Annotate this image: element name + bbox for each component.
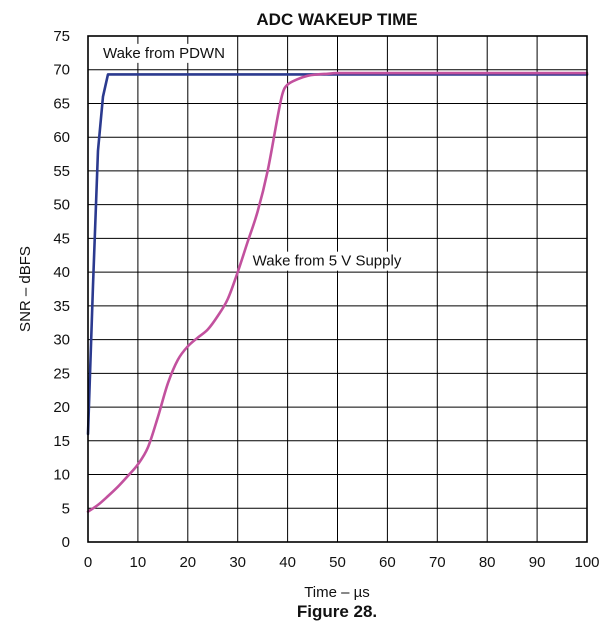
y-tick-label: 55 — [53, 163, 70, 180]
x-tick-label: 0 — [84, 554, 92, 571]
x-tick-label: 90 — [529, 554, 546, 571]
x-tick-label: 60 — [379, 554, 396, 571]
y-tick-label: 35 — [53, 298, 70, 315]
x-tick-label: 40 — [279, 554, 296, 571]
x-tick-labels: 0 10 20 30 40 50 60 70 80 90 100 — [84, 554, 600, 571]
y-tick-label: 60 — [53, 129, 70, 146]
series-line-2 — [86, 71, 589, 513]
y-tick-label: 50 — [53, 197, 70, 214]
x-tick-label: 10 — [130, 554, 147, 571]
y-tick-label: 65 — [53, 95, 70, 112]
chart-title: ADC WAKEUP TIME — [256, 10, 417, 29]
annotation-background — [249, 251, 405, 271]
y-tick-label: 70 — [53, 62, 70, 79]
x-axis-label: Time – µs — [304, 584, 370, 601]
figure-caption: Figure 28. — [297, 602, 377, 621]
x-tick-label: 20 — [179, 554, 196, 571]
series-layer — [86, 71, 589, 513]
y-tick-label: 20 — [53, 399, 70, 416]
y-tick-label: 25 — [53, 365, 70, 382]
annotation-label-2: Wake from 5 V Supply — [253, 253, 402, 270]
y-tick-label: 45 — [53, 230, 70, 247]
annotation-label-1: Wake from PDWN — [103, 45, 225, 62]
y-tick-label: 30 — [53, 332, 70, 349]
y-tick-labels: 0 5 10 15 20 25 30 35 40 45 50 55 60 65 70 75 — [53, 28, 70, 551]
annotations: Wake from PDWN Wake from 5 V Supply — [99, 43, 405, 271]
x-tick-label: 50 — [329, 554, 346, 571]
series-line-1 — [86, 73, 589, 436]
x-tick-label: 80 — [479, 554, 496, 571]
y-axis-label: SNR – dBFS — [17, 246, 34, 332]
y-tick-label: 40 — [53, 264, 70, 281]
y-tick-label: 15 — [53, 433, 70, 450]
y-tick-label: 0 — [62, 534, 70, 551]
grid — [87, 35, 588, 543]
plot-frame — [87, 35, 588, 543]
y-tick-label: 75 — [53, 28, 70, 45]
y-tick-label: 5 — [62, 500, 70, 517]
x-tick-label: 100 — [574, 554, 599, 571]
y-tick-label: 10 — [53, 467, 70, 484]
x-tick-label: 70 — [429, 554, 446, 571]
x-tick-label: 30 — [229, 554, 246, 571]
annotation-background — [99, 43, 228, 63]
